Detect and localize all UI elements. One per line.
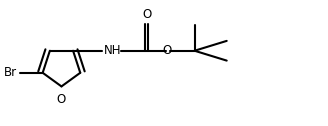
Text: Br: Br — [4, 66, 17, 79]
Text: O: O — [142, 8, 151, 21]
Text: O: O — [163, 44, 172, 57]
Text: NH: NH — [104, 44, 121, 57]
Text: O: O — [57, 93, 66, 106]
